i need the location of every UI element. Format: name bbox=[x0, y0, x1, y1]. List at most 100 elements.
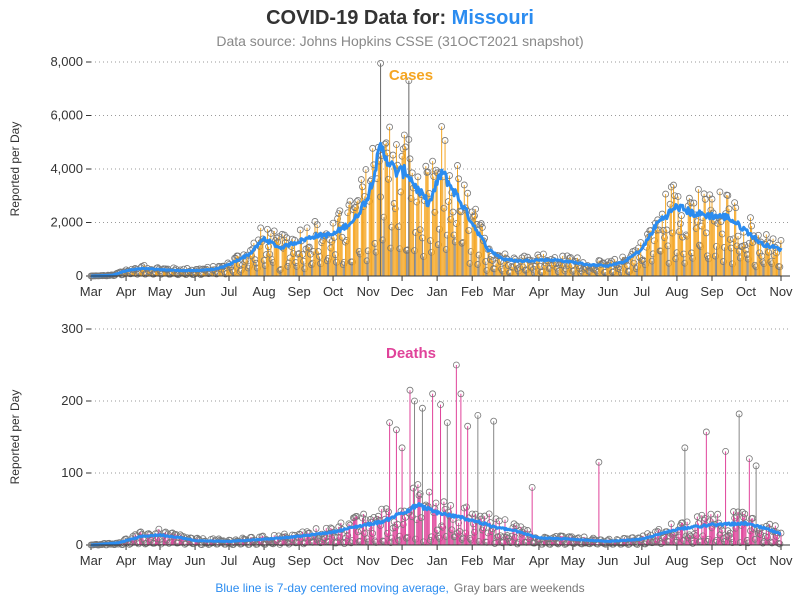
daily-marker bbox=[457, 390, 465, 398]
y-tick-label: 8,000 bbox=[50, 54, 83, 69]
daily-marker bbox=[777, 236, 785, 244]
y-tick-label: 0 bbox=[76, 537, 83, 552]
daily-marker bbox=[455, 519, 463, 527]
daily-marker bbox=[478, 223, 486, 231]
daily-marker bbox=[460, 181, 468, 189]
daily-marker bbox=[716, 188, 724, 196]
daily-marker bbox=[431, 208, 439, 216]
daily-marker bbox=[455, 175, 463, 183]
y-tick-label: 6,000 bbox=[50, 108, 83, 123]
y-tick-label: 100 bbox=[61, 465, 83, 480]
daily-marker bbox=[773, 249, 780, 257]
x-tick-label: Sep bbox=[288, 284, 311, 299]
daily-bars bbox=[87, 59, 785, 280]
daily-marker bbox=[448, 526, 456, 534]
daily-marker bbox=[488, 528, 495, 535]
daily-marker bbox=[741, 241, 749, 249]
daily-marker bbox=[386, 419, 394, 427]
daily-marker bbox=[338, 233, 346, 241]
daily-marker bbox=[344, 209, 352, 217]
daily-marker bbox=[464, 422, 472, 430]
daily-marker bbox=[504, 262, 512, 270]
daily-marker bbox=[264, 225, 271, 233]
daily-marker bbox=[724, 192, 732, 199]
x-tick-label: Feb bbox=[461, 553, 483, 568]
daily-marker bbox=[471, 212, 478, 220]
daily-marker bbox=[765, 248, 772, 256]
daily-marker bbox=[439, 523, 447, 531]
daily-marker bbox=[776, 263, 784, 271]
footer-moving-average-note: Blue line is 7-day centered moving avera… bbox=[215, 581, 448, 595]
x-tick-label: Mar bbox=[493, 284, 516, 299]
daily-marker bbox=[312, 525, 320, 532]
daily-marker bbox=[685, 194, 693, 202]
x-tick-label: Nov bbox=[357, 284, 381, 299]
x-tick-label: May bbox=[148, 284, 173, 299]
daily-marker bbox=[731, 199, 739, 207]
x-tick-label: Oct bbox=[736, 553, 757, 568]
x-tick-label: Jul bbox=[634, 284, 651, 299]
daily-bars bbox=[87, 361, 785, 549]
daily-marker bbox=[678, 212, 685, 219]
daily-marker bbox=[714, 510, 722, 518]
daily-marker bbox=[456, 207, 464, 215]
x-tick-label: Dec bbox=[391, 284, 415, 299]
daily-marker bbox=[520, 252, 528, 260]
daily-marker bbox=[429, 157, 437, 165]
x-tick-label: Aug bbox=[252, 284, 275, 299]
daily-marker bbox=[305, 243, 313, 251]
daily-marker bbox=[414, 481, 422, 488]
daily-marker bbox=[454, 162, 461, 169]
daily-marker bbox=[270, 227, 278, 235]
daily-marker bbox=[469, 213, 477, 221]
daily-marker bbox=[741, 510, 749, 518]
daily-marker bbox=[747, 214, 754, 222]
daily-marker bbox=[681, 444, 689, 452]
daily-marker bbox=[336, 207, 344, 215]
daily-marker bbox=[419, 404, 426, 412]
daily-marker bbox=[667, 520, 675, 528]
daily-marker bbox=[655, 525, 663, 533]
daily-marker bbox=[476, 221, 484, 229]
daily-marker bbox=[671, 192, 679, 200]
daily-marker bbox=[717, 218, 725, 225]
daily-marker bbox=[393, 141, 400, 148]
daily-marker bbox=[528, 483, 536, 491]
x-tick-label: Apr bbox=[116, 284, 137, 299]
y-tick-label: 0 bbox=[76, 268, 83, 283]
daily-marker bbox=[706, 191, 714, 199]
x-tick-label: Nov bbox=[769, 553, 793, 568]
daily-marker bbox=[378, 505, 386, 513]
daily-marker bbox=[661, 234, 668, 242]
daily-marker bbox=[424, 168, 432, 176]
daily-marker bbox=[393, 426, 400, 434]
daily-marker bbox=[693, 218, 701, 226]
daily-marker bbox=[769, 235, 777, 243]
deaths-panel-title: Deaths bbox=[386, 345, 436, 362]
daily-marker bbox=[674, 193, 682, 200]
daily-marker bbox=[345, 201, 353, 209]
x-tick-label: Jan bbox=[427, 284, 448, 299]
daily-marker bbox=[485, 510, 493, 518]
daily-marker bbox=[527, 263, 535, 271]
daily-marker bbox=[739, 508, 746, 516]
x-tick-label: May bbox=[561, 284, 586, 299]
moving-average-line bbox=[90, 502, 782, 547]
daily-marker bbox=[708, 195, 716, 203]
daily-marker bbox=[776, 540, 784, 548]
daily-marker bbox=[734, 508, 742, 516]
daily-marker bbox=[296, 226, 304, 234]
cases-panel-title: Cases bbox=[389, 67, 433, 84]
x-tick-label: Mar bbox=[80, 553, 103, 568]
daily-marker bbox=[359, 514, 366, 522]
daily-marker bbox=[468, 510, 476, 518]
daily-marker bbox=[501, 516, 509, 524]
x-tick-label: Sep bbox=[700, 553, 723, 568]
daily-marker bbox=[687, 199, 694, 206]
x-tick-label: Jul bbox=[221, 553, 238, 568]
footer-note: Blue line is 7-day centered moving avera… bbox=[215, 581, 584, 595]
daily-marker bbox=[432, 499, 440, 507]
daily-marker bbox=[346, 197, 354, 205]
daily-marker bbox=[399, 145, 407, 153]
